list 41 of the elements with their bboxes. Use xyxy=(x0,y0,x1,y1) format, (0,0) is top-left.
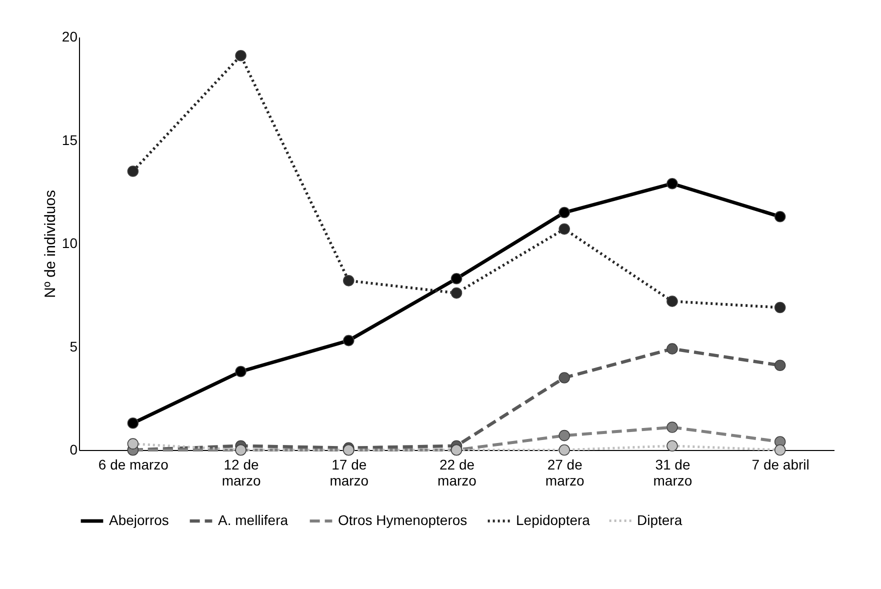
point xyxy=(558,206,570,218)
point xyxy=(774,302,786,314)
x-tick-label: 12 de marzo xyxy=(222,456,261,488)
x-tick-label: 31 de marzo xyxy=(653,456,692,488)
point xyxy=(558,372,570,384)
point xyxy=(774,211,786,222)
point xyxy=(343,334,354,346)
point xyxy=(666,422,678,433)
point xyxy=(127,418,139,429)
point xyxy=(774,360,786,371)
y-tick-label: 10 xyxy=(62,235,78,251)
point xyxy=(666,178,678,190)
legend-label: Diptera xyxy=(637,512,682,528)
legend-label: Otros Hymenopteros xyxy=(338,512,468,528)
point xyxy=(235,50,246,62)
y-tick-label: 15 xyxy=(62,132,78,148)
y-tick-label: 20 xyxy=(62,28,78,44)
point xyxy=(127,166,139,177)
point xyxy=(558,430,570,442)
point xyxy=(558,223,570,235)
x-tick-label: 22 de marzo xyxy=(438,456,477,488)
legend-label: A. mellifera xyxy=(218,512,288,528)
legend-label: Lepidoptera xyxy=(516,512,590,528)
x-tick-label: 6 de marzo xyxy=(98,456,169,472)
y-tick-label: 5 xyxy=(70,338,78,354)
point xyxy=(127,438,139,450)
point xyxy=(666,440,678,452)
y-tick-label: 0 xyxy=(70,442,78,458)
x-tick-label: 27 de marzo xyxy=(545,456,585,488)
point xyxy=(343,275,354,286)
point xyxy=(774,444,786,456)
y-axis-title: Nº de individuos xyxy=(42,190,59,298)
x-tick-label: 7 de abril xyxy=(752,456,810,472)
point xyxy=(450,272,462,284)
point xyxy=(666,296,678,307)
legend-label: Abejorros xyxy=(109,512,169,528)
x-tick-label: 17 de marzo xyxy=(330,456,369,488)
point xyxy=(558,444,570,456)
point xyxy=(235,366,246,378)
point xyxy=(450,287,462,299)
point xyxy=(666,343,678,354)
